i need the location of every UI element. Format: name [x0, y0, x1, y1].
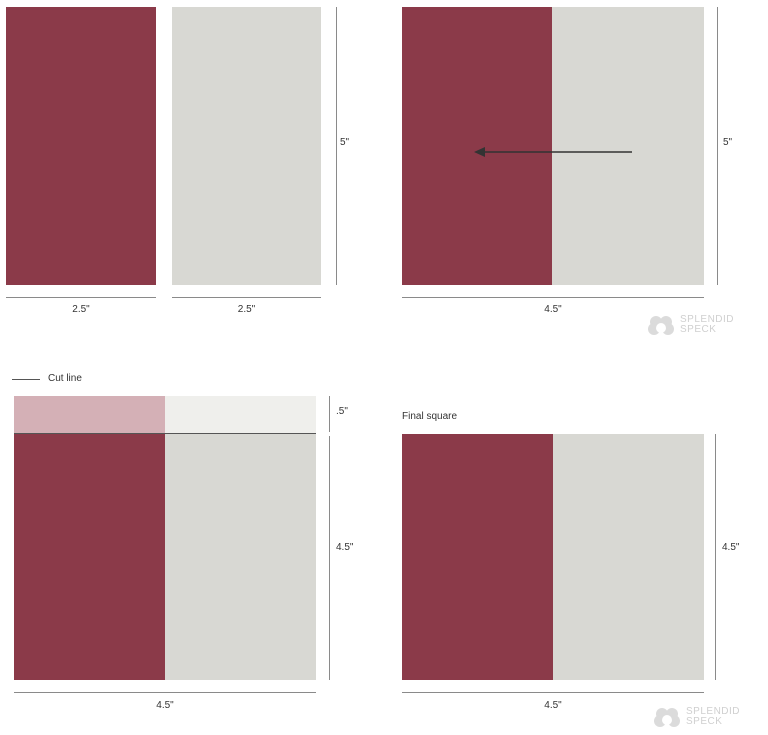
arrow-left-icon — [474, 147, 632, 157]
maroon-strip — [6, 7, 156, 285]
maroon-trim-area — [14, 396, 165, 434]
final-square-title: Final square — [402, 411, 458, 422]
height-dimension-line — [329, 436, 330, 680]
cut-line-legend-swatch — [12, 379, 40, 380]
cut-line-legend-label: Cut line — [48, 373, 82, 384]
height-dimension-line — [717, 7, 718, 285]
watermark-line-2: SPECK — [686, 716, 723, 727]
trim-label: .5" — [336, 406, 348, 417]
maroon-block — [14, 434, 165, 680]
gray-block — [165, 434, 316, 680]
width-label: 4.5" — [544, 700, 562, 711]
width-label: 4.5" — [544, 304, 562, 315]
gray-block — [553, 434, 704, 680]
height-label: 4.5" — [336, 542, 354, 553]
right-width-label: 2.5" — [237, 304, 256, 315]
maroon-block — [402, 434, 553, 680]
cut-line — [14, 433, 316, 434]
width-dimension-line — [402, 692, 704, 693]
left-width-label: 2.5" — [72, 304, 90, 315]
width-label: 4.5" — [156, 700, 174, 711]
height-label: 4.5" — [722, 542, 740, 553]
watermark-line-1: SPLENDID — [686, 706, 741, 717]
watermark-line-2: SPECK — [680, 324, 717, 335]
watermark-line-1: SPLENDID — [680, 314, 735, 325]
width-dimension-line — [14, 692, 316, 693]
trim-dimension-line — [329, 396, 330, 432]
height-dimension-line — [336, 7, 337, 285]
height-dimension-line — [715, 434, 716, 680]
right-width-dimension-line — [172, 297, 321, 298]
height-label: 5" — [340, 137, 350, 148]
watermark-logo: SPLENDID SPECK — [646, 314, 734, 336]
gray-strip — [172, 7, 321, 285]
height-label: 5" — [723, 137, 733, 148]
watermark-logo: SPLENDID SPECK — [652, 706, 740, 728]
flower-logo-icon — [648, 316, 674, 335]
left-width-dimension-line — [6, 297, 156, 298]
flower-logo-icon — [654, 708, 680, 727]
width-dimension-line — [402, 297, 704, 298]
maroon-strip — [402, 7, 552, 285]
gray-trim-area — [165, 396, 316, 434]
